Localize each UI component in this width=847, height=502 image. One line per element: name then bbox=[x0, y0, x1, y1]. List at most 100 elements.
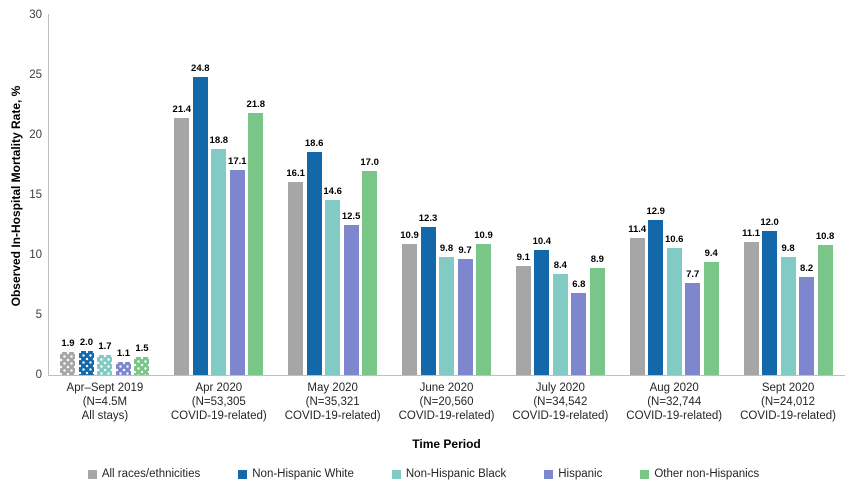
legend-item-all-races-ethnicities: All races/ethnicities bbox=[87, 468, 201, 480]
y-tick-label: 30 bbox=[29, 9, 42, 21]
bar-value-label: 10.9 bbox=[474, 230, 493, 242]
bar-hispanic bbox=[343, 225, 359, 375]
bar-non-hispanic-white bbox=[192, 77, 208, 375]
legend-swatch-icon bbox=[87, 469, 97, 479]
bar-non-hispanic-white bbox=[78, 351, 94, 375]
legend-swatch-icon bbox=[238, 469, 248, 479]
bar-value-label: 7.7 bbox=[686, 268, 700, 280]
bar-non-hispanic-white bbox=[306, 151, 322, 375]
y-tick-label: 0 bbox=[35, 369, 42, 381]
bar-value-label: 9.7 bbox=[458, 244, 472, 256]
bar-value-label: 10.4 bbox=[532, 236, 552, 248]
bar-value-label: 9.4 bbox=[704, 248, 718, 260]
bar-value-label: 11.4 bbox=[628, 224, 647, 236]
bar-value-label: 8.9 bbox=[590, 254, 604, 266]
legend-item-hispanic: Hispanic bbox=[544, 468, 602, 480]
legend-label: Non-Hispanic Black bbox=[405, 468, 507, 480]
bar-other-non-hispanics bbox=[248, 113, 264, 375]
bar-value-label: 1.7 bbox=[98, 340, 112, 352]
bar-hispanic bbox=[799, 276, 815, 375]
bar-value-label: 18.8 bbox=[209, 135, 229, 147]
x-category-label: Apr 2020 (N=53,305 COVID-19-related) bbox=[170, 382, 267, 422]
bar-value-label: 8.2 bbox=[799, 262, 814, 274]
bar-value-label: 10.9 bbox=[400, 230, 419, 242]
bar-value-label: 12.5 bbox=[341, 211, 361, 222]
bar-hispanic bbox=[115, 361, 131, 375]
bar-other-non-hispanics bbox=[589, 268, 605, 375]
bar-value-label: 1.9 bbox=[61, 338, 75, 350]
bar-value-label: 9.1 bbox=[516, 251, 530, 263]
bar-all-races-ethnicities bbox=[174, 118, 190, 375]
bar-non-hispanic-black bbox=[439, 257, 454, 375]
x-category-label: June 2020 (N=20,560 COVID-19-related) bbox=[398, 382, 495, 422]
bar-value-label: 2.0 bbox=[79, 337, 94, 348]
bar-value-label: 12.0 bbox=[760, 217, 779, 228]
y-tick-label: 5 bbox=[35, 309, 42, 321]
bar-value-label: 16.1 bbox=[286, 167, 305, 179]
bar-non-hispanic-black bbox=[325, 199, 341, 375]
x-category-label: Apr–Sept 2019 (N=4.5M All stays) bbox=[66, 382, 144, 422]
x-category-label: Aug 2020 (N=32,744 COVID-19-related) bbox=[626, 382, 723, 422]
bar-value-label: 18.6 bbox=[304, 137, 324, 149]
legend-label: Non-Hispanic White bbox=[252, 468, 354, 480]
bar-value-label: 17.0 bbox=[360, 157, 379, 168]
x-axis-line bbox=[48, 375, 845, 376]
bar-hispanic bbox=[571, 293, 587, 375]
legend-label: Other non-Hispanics bbox=[654, 468, 760, 480]
bar-all-races-ethnicities bbox=[515, 265, 531, 375]
y-tick-label: 25 bbox=[29, 69, 42, 81]
bar-value-label: 17.1 bbox=[228, 155, 247, 167]
bar-non-hispanic-black bbox=[780, 257, 796, 375]
legend: All races/ethnicities Non-Hispanic White N… bbox=[0, 468, 847, 480]
bar-non-hispanic-black bbox=[97, 354, 113, 375]
bar-other-non-hispanics bbox=[703, 262, 719, 375]
bar-value-label: 1.5 bbox=[135, 343, 149, 354]
bar-other-non-hispanics bbox=[134, 357, 150, 375]
bar-value-label: 21.4 bbox=[172, 104, 192, 116]
bar-value-label: 9.8 bbox=[439, 243, 454, 255]
bar-non-hispanic-white bbox=[534, 250, 550, 375]
bar-value-label: 21.8 bbox=[246, 99, 266, 111]
bar-hispanic bbox=[685, 282, 701, 375]
legend-swatch-icon bbox=[640, 469, 650, 479]
bar-value-label: 10.6 bbox=[664, 233, 684, 245]
bar-all-races-ethnicities bbox=[629, 238, 645, 375]
legend-item-non-hispanic-black: Non-Hispanic Black bbox=[391, 468, 507, 480]
x-category-label: May 2020 (N=35,321 COVID-19-related) bbox=[284, 382, 381, 422]
bar-value-label: 10.8 bbox=[815, 231, 835, 243]
bar-non-hispanic-white bbox=[762, 231, 778, 375]
bar-all-races-ethnicities bbox=[60, 352, 76, 375]
bar-hispanic bbox=[229, 169, 245, 375]
legend-item-other-non-hispanics: Other non-Hispanics bbox=[640, 468, 759, 480]
bar-other-non-hispanics bbox=[476, 244, 491, 375]
bar-all-races-ethnicities bbox=[402, 244, 417, 375]
y-axis-line bbox=[48, 14, 49, 375]
bar-all-races-ethnicities bbox=[288, 181, 304, 375]
bar-non-hispanic-white bbox=[420, 227, 436, 375]
bar-value-label: 12.3 bbox=[418, 213, 438, 225]
x-category-label: July 2020 (N=34,542 COVID-19-related) bbox=[512, 382, 609, 422]
bar-value-label: 24.8 bbox=[191, 63, 210, 75]
bar-value-label: 9.8 bbox=[781, 243, 795, 255]
legend-swatch-icon bbox=[391, 469, 401, 479]
y-tick-label: 20 bbox=[29, 129, 42, 141]
legend-label: Hispanic bbox=[558, 468, 603, 480]
bar-non-hispanic-black bbox=[666, 247, 682, 375]
bar-other-non-hispanics bbox=[817, 245, 833, 375]
legend-swatch-icon bbox=[544, 469, 554, 479]
bar-all-races-ethnicities bbox=[743, 241, 759, 375]
bar-value-label: 1.1 bbox=[116, 347, 131, 359]
y-tick-label: 15 bbox=[29, 189, 42, 201]
bar-value-label: 8.4 bbox=[553, 260, 567, 272]
bar-value-label: 6.8 bbox=[572, 279, 586, 291]
bar-value-label: 11.1 bbox=[742, 227, 761, 239]
bar-non-hispanic-white bbox=[648, 220, 664, 375]
x-category-label: Sept 2020 (N=24,012 COVID-19-related) bbox=[740, 382, 836, 422]
bar-non-hispanic-black bbox=[211, 149, 227, 375]
bar-hispanic bbox=[457, 258, 473, 375]
legend-item-non-hispanic-white: Non-Hispanic White bbox=[238, 468, 354, 480]
y-tick-label: 10 bbox=[29, 249, 42, 261]
x-axis-title: Time Period bbox=[412, 437, 481, 451]
legend-label: All races/ethnicities bbox=[101, 468, 201, 480]
